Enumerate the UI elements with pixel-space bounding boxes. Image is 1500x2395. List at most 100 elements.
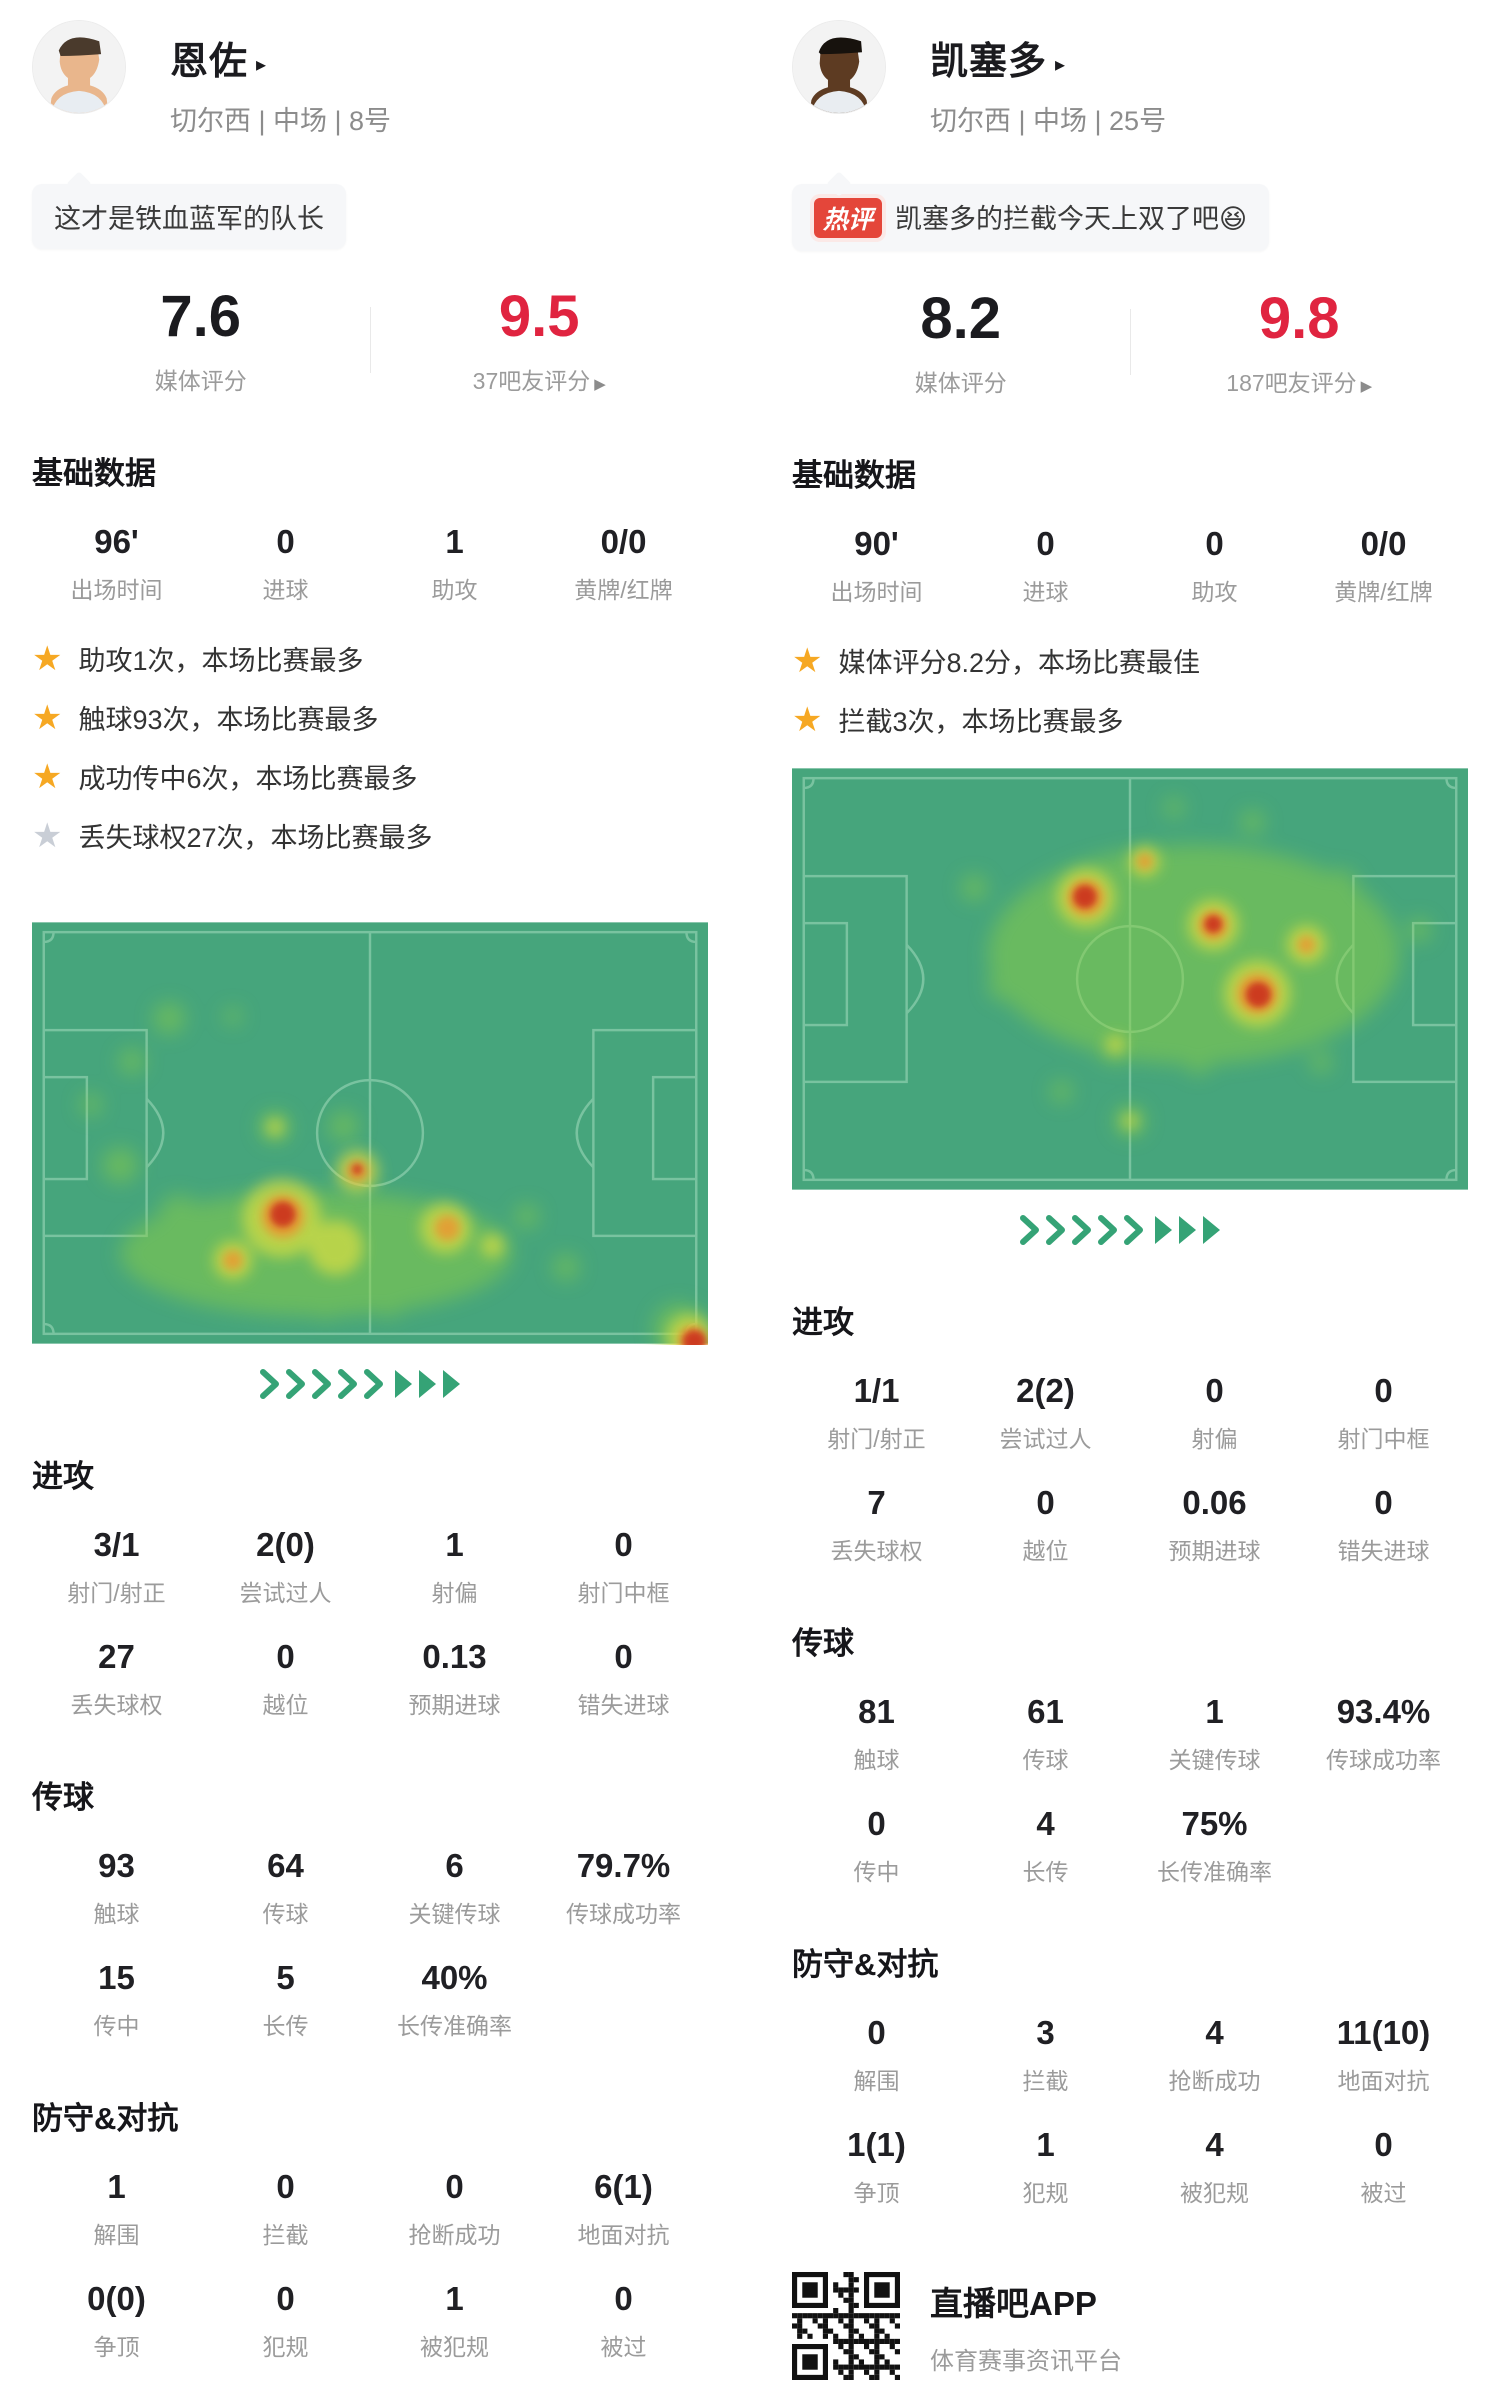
highlights-list: ★ 助攻1次，本场比赛最多 ★ 触球93次，本场比赛最多 ★ 成功传中6次，本场比赛最多 ★…: [32, 639, 708, 855]
stat-value: 0: [1374, 2126, 1393, 2163]
stat-value: 0/0: [600, 523, 647, 560]
stat-cell: 7 丢失球权: [792, 1484, 961, 1566]
highlight-row: ★ 媒体评分8.2分，本场比赛最佳: [792, 641, 1468, 680]
stat-cell: 1 犯规: [961, 2126, 1130, 2208]
stat-label: 越位: [1022, 1538, 1069, 1564]
stat-label: 错失进球: [1337, 1538, 1430, 1564]
stat-cell: 1 被犯规: [370, 2280, 539, 2362]
star-icon: ★: [792, 641, 823, 680]
stat-value: 0: [276, 2280, 295, 2317]
section-title-basic: 基础数据: [32, 456, 156, 491]
touch-heatmap: [32, 922, 708, 1345]
stat-value: 96': [94, 523, 139, 560]
stat-value: 1: [107, 2168, 126, 2205]
stat-cell: 0 被过: [539, 2280, 708, 2362]
stat-value: 0.13: [422, 1638, 487, 1675]
stat-label: 越位: [262, 1692, 309, 1718]
pass-stats-row1: 93 触球 64 传球 6 关键传球 79.7% 传球成功率: [32, 1847, 708, 1929]
stat-label: 丢失球权: [830, 1538, 923, 1564]
stat-label: 射门中框: [577, 1580, 670, 1606]
stat-label: 抢断成功: [408, 2222, 501, 2248]
heatmap-wrap: [792, 767, 1468, 1245]
stat-value: 0: [445, 2168, 464, 2205]
stat-label: 出场时间: [70, 577, 163, 603]
stat-value: 61: [1027, 1693, 1064, 1730]
stat-label: 长传准确率: [397, 2013, 512, 2039]
stat-cell: 1 解围: [32, 2168, 201, 2250]
stat-label: 被过: [1360, 2180, 1407, 2206]
avatar-portrait-icon: [793, 21, 885, 113]
name-link-arrow-icon: ▸: [1055, 54, 1067, 76]
highlight-text: 丢失球权27次，本场比赛最多: [78, 823, 433, 853]
stat-cell: 6(1) 地面对抗: [539, 2168, 708, 2250]
player-avatar[interactable]: [32, 20, 126, 114]
player-name[interactable]: 恩佐 ▸: [170, 41, 268, 83]
player-avatar[interactable]: [792, 20, 886, 114]
stat-cell: 96' 出场时间: [32, 523, 201, 605]
stat-label: 解围: [853, 2068, 900, 2094]
ratings-row: 8.2 媒体评分 9.8 187吧友评分 ▶: [792, 285, 1468, 398]
stat-value: 4: [1205, 2014, 1224, 2051]
quote-text: 这才是铁血蓝军的队长: [54, 204, 324, 234]
player-header: 凯塞多 ▸ 切尔西 | 中场 | 25号: [792, 20, 1468, 138]
fans-rating-value: 9.5: [498, 284, 580, 349]
pass-stats-row2: 0 传中 4 长传 75% 长传准确率: [792, 1805, 1468, 1887]
hot-comment-bubble[interactable]: 热评 凯塞多的拦截今天上双了吧😆: [792, 184, 1270, 251]
media-rating-value: 8.2: [920, 286, 1002, 351]
stat-cell: 0 解围: [792, 2014, 961, 2096]
stat-label: 传球: [1022, 1747, 1069, 1773]
player-column-caicedo: 凯塞多 ▸ 切尔西 | 中场 | 25号 热评 凯塞多的拦截今天上双了吧😆 8.2 …: [792, 14, 1468, 2395]
defense-stats-row1: 1 解围 0 拦截 0 抢断成功 6(1) 地面对抗: [32, 2168, 708, 2250]
stat-cell: 4 抢断成功: [1130, 2014, 1299, 2096]
stat-label: 黄牌/红牌: [574, 577, 673, 603]
stat-value: 1: [445, 2280, 464, 2317]
stat-value: 0/0: [1360, 525, 1407, 562]
stat-label: 触球: [853, 1747, 900, 1773]
stat-value: 0: [1205, 1372, 1224, 1409]
fans-rating[interactable]: 9.8 187吧友评分 ▶: [1131, 285, 1469, 398]
basic-stats-grid: 96' 出场时间 0 进球 1 助攻 0/0 黄牌/红牌: [32, 523, 708, 605]
stat-label: 触球: [93, 1901, 140, 1927]
stat-label: 出场时间: [830, 579, 923, 605]
stat-value: 2(0): [256, 1526, 315, 1563]
stat-value: 1: [445, 523, 464, 560]
attack-stats-row1: 3/1 射门/射正 2(0) 尝试过人 1 射偏 0 射门中框: [32, 1526, 708, 1608]
stat-cell: 0.06 预期进球: [1130, 1484, 1299, 1566]
fans-rating[interactable]: 9.5 37吧友评分 ▶: [371, 283, 709, 396]
stat-label: 争顶: [93, 2334, 140, 2360]
stat-value: 1: [1036, 2126, 1055, 2163]
rating-divider: [369, 306, 371, 373]
stat-value: 0: [1036, 1484, 1055, 1521]
stat-label: 长传: [1022, 1859, 1069, 1885]
stat-label: 传球: [262, 1901, 309, 1927]
player-identity: 恩佐 ▸ 切尔西 | 中场 | 8号: [170, 20, 391, 138]
stat-value: 3: [1036, 2014, 1055, 2051]
star-icon: ★: [32, 816, 63, 855]
highlight-row: ★ 拦截3次，本场比赛最多: [792, 700, 1468, 739]
stat-value: 0: [614, 2280, 633, 2317]
stat-value: 0: [614, 1638, 633, 1675]
stat-label: 关键传球: [1168, 1747, 1261, 1773]
section-title-attack: 进攻: [792, 1305, 854, 1340]
media-rating: 7.6 媒体评分: [32, 283, 370, 396]
player-name[interactable]: 凯塞多 ▸: [930, 41, 1067, 83]
stat-value: 1: [445, 1526, 464, 1563]
stat-cell: 93 触球: [32, 1847, 201, 1929]
stat-cell: 0 射门中框: [539, 1526, 708, 1608]
stat-cell: 6 关键传球: [370, 1847, 539, 1929]
stat-label: 争顶: [853, 2180, 900, 2206]
star-icon: ★: [32, 698, 63, 737]
stat-label: 助攻: [1191, 579, 1238, 605]
section-title-basic: 基础数据: [792, 458, 916, 493]
media-rating-label: 媒体评分: [914, 370, 1007, 396]
fan-quote-bubble[interactable]: 这才是铁血蓝军的队长: [32, 184, 346, 249]
highlight-text: 拦截3次，本场比赛最多: [838, 707, 1124, 737]
defense-stats-row2: 1(1) 争顶 1 犯规 4 被犯规 0 被过: [792, 2126, 1468, 2208]
name-link-arrow-icon: ▸: [256, 54, 268, 76]
stat-label: 被过: [600, 2334, 647, 2360]
stat-cell: 0 犯规: [201, 2280, 370, 2362]
stat-cell: 11(10) 地面对抗: [1299, 2014, 1468, 2096]
stat-cell: 40% 长传准确率: [370, 1959, 539, 2041]
qr-code: [792, 2272, 900, 2380]
stat-cell: 3 拦截: [961, 2014, 1130, 2096]
